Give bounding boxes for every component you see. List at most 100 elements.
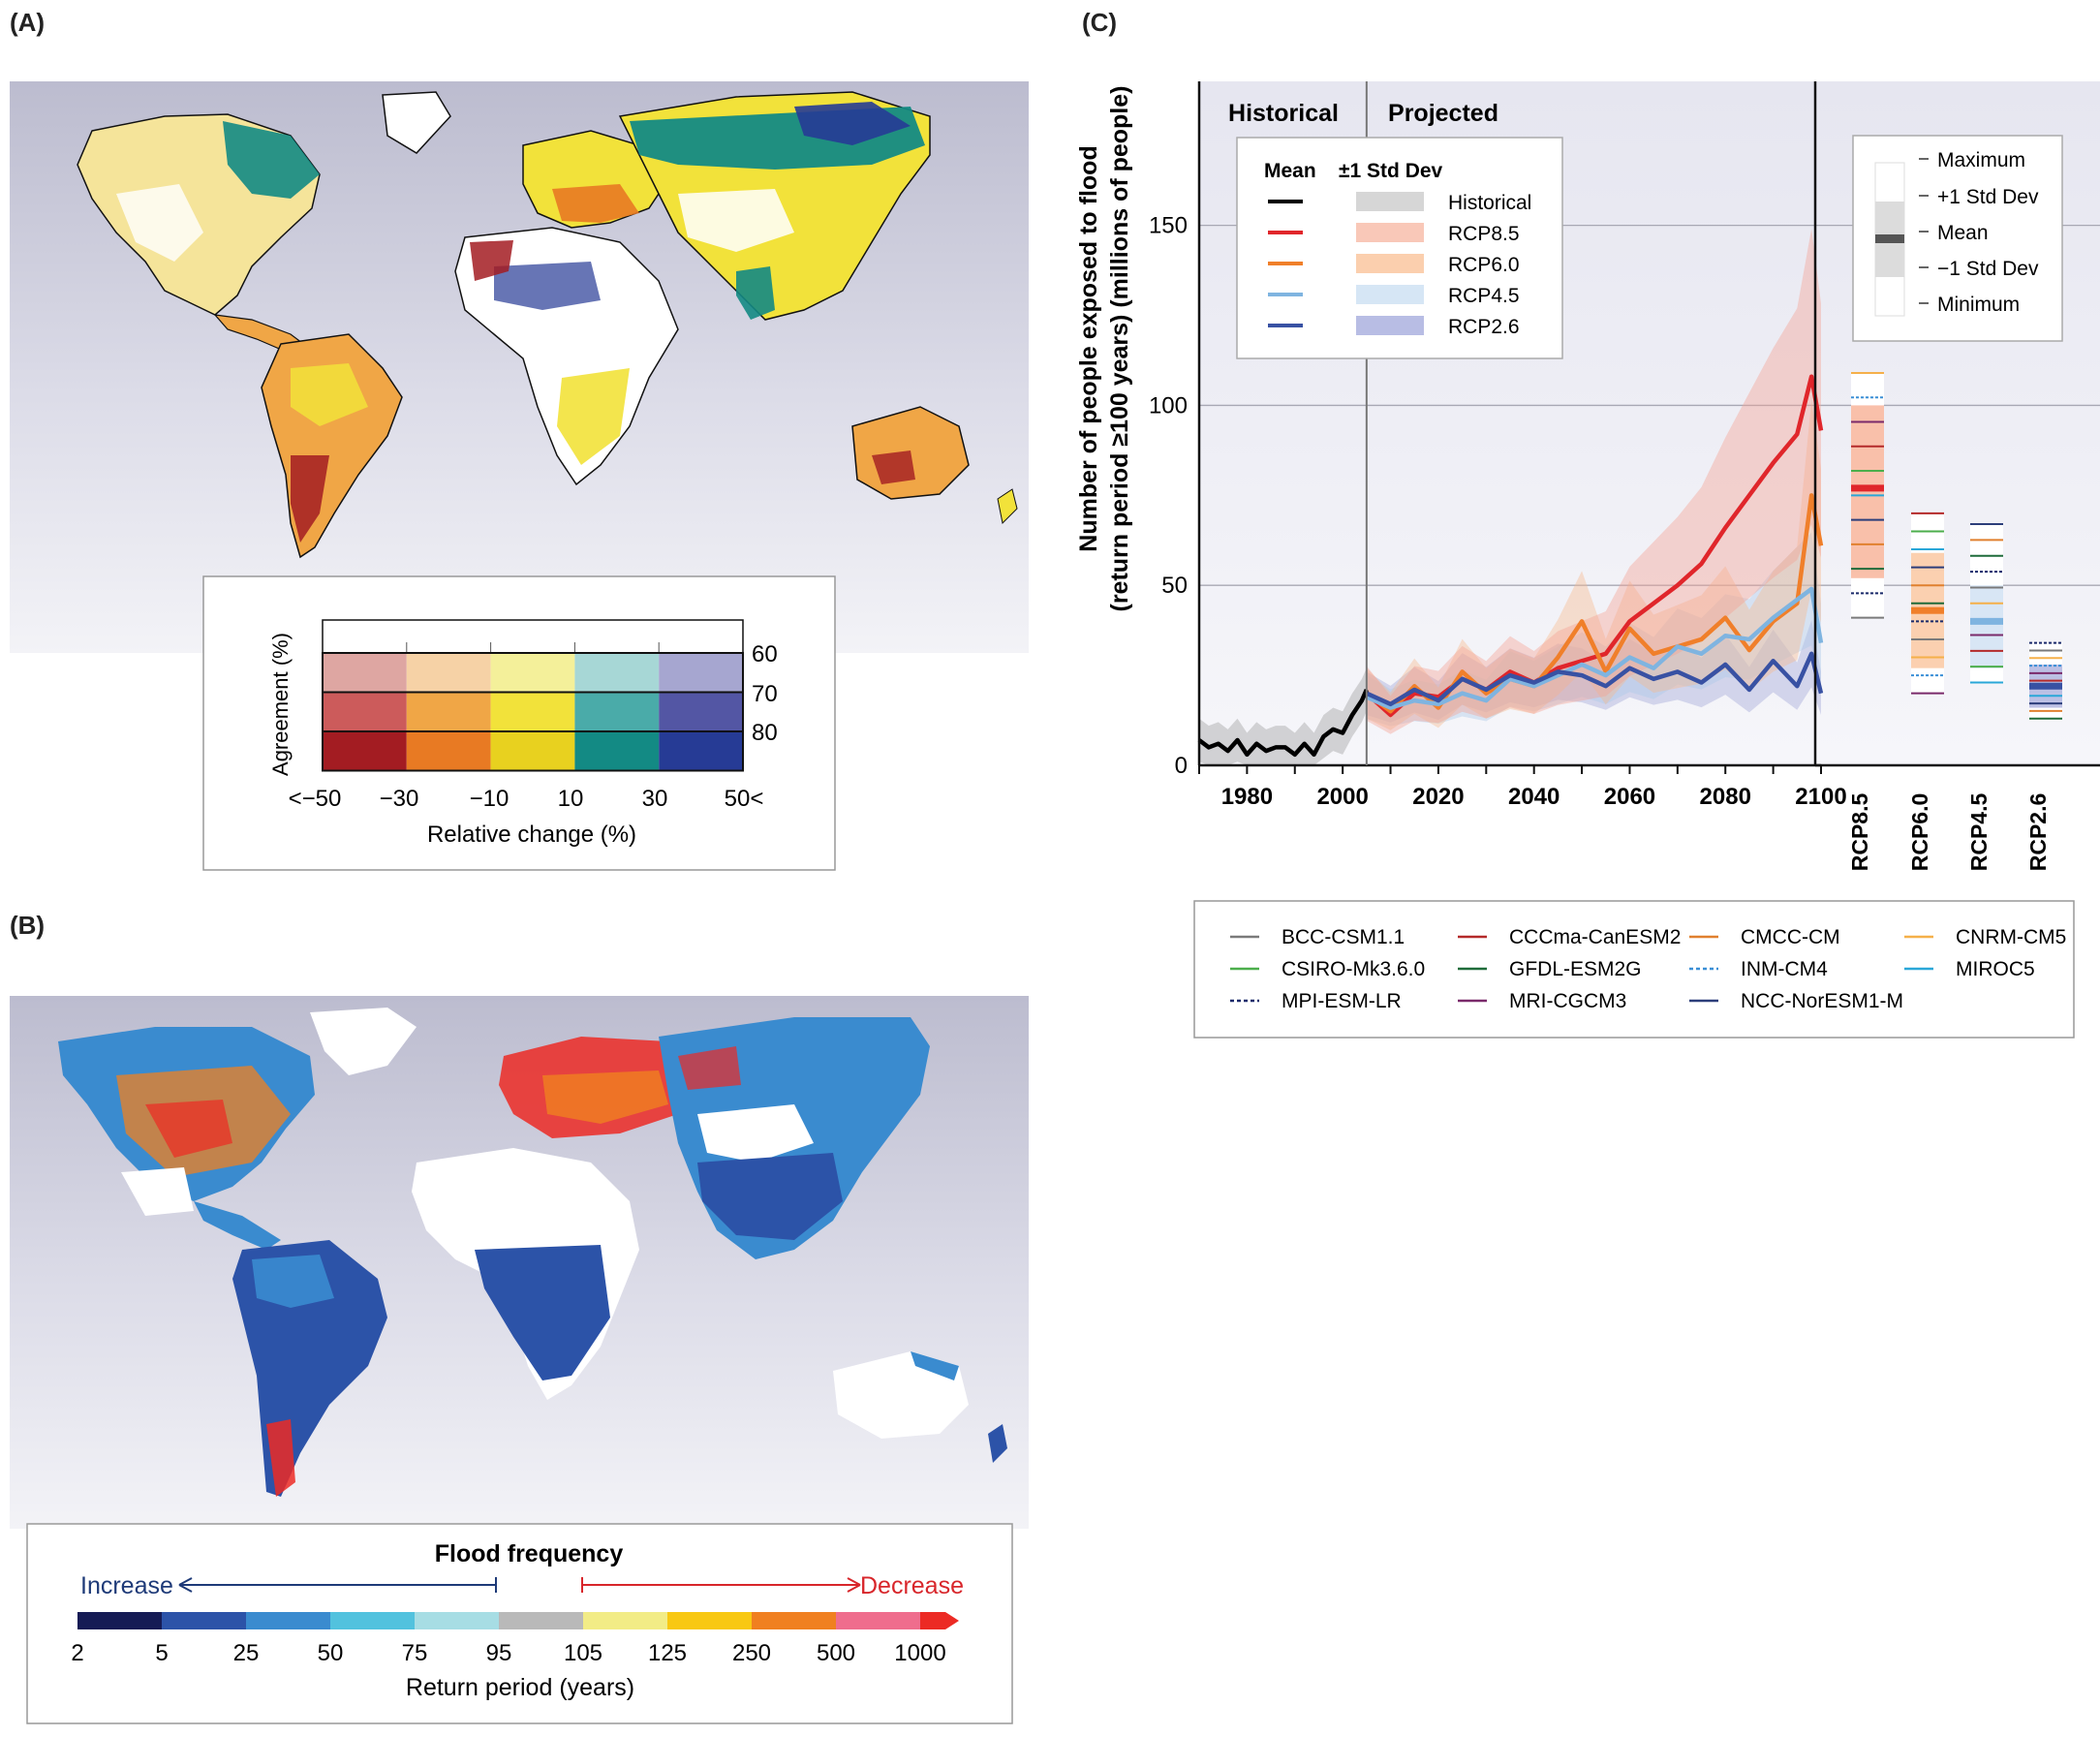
legend-a-cell-red-2 bbox=[323, 731, 407, 771]
legend-a-cell-red-1 bbox=[323, 692, 407, 731]
summary-mean-mark bbox=[1970, 617, 2003, 625]
legend-b-tick-label: 250 bbox=[732, 1640, 771, 1666]
band-rcp85 bbox=[1366, 229, 1821, 734]
legend-b-tick-label: 105 bbox=[564, 1640, 602, 1666]
summary-legend-label: Minimum bbox=[1937, 294, 2020, 316]
model-legend-label: CMCC-CM bbox=[1741, 926, 1840, 948]
summary-legend: Maximum +1 Std Dev Mean −1 Std Dev Minimum bbox=[1852, 135, 2063, 342]
legend-b: Flood frequency Increase Decrease 2 5 25 50… bbox=[26, 1523, 1013, 1724]
legend-a-ylabel: Agreement (%) bbox=[268, 633, 293, 776]
legend-b-tick-label: 1000 bbox=[894, 1640, 945, 1666]
legend-a-cell-yellow-0 bbox=[490, 653, 575, 693]
summary-category-label: RCP8.5 bbox=[1847, 793, 1872, 872]
legend-a-grid-frame bbox=[322, 652, 744, 772]
legend-a-cell-teal-1 bbox=[574, 692, 660, 731]
panel-label-c: (C) bbox=[1082, 8, 1118, 37]
chart-ytick-label: 50 bbox=[1161, 573, 1188, 599]
legend-b-tick-label: 95 bbox=[486, 1640, 512, 1666]
summary-category-label: RCP2.6 bbox=[2025, 793, 2051, 872]
model-legend-rows: BCC-CSM1.1 CCCma-CanESM2 CMCC-CM CNRM-CM5 CS… bbox=[1230, 926, 2066, 1012]
legend-b-scale-bin bbox=[752, 1612, 836, 1629]
summary-legend-label: +1 Std Dev bbox=[1937, 186, 2039, 208]
chart-lines bbox=[1197, 374, 1824, 758]
chart-xtick-label: 1980 bbox=[1221, 784, 1273, 810]
summary-sd-box bbox=[1970, 585, 2003, 668]
map-a-australia-red bbox=[872, 450, 915, 484]
series-legend-sd-header: ±1 Std Dev bbox=[1339, 160, 1443, 182]
summary-category-label: RCP6.0 bbox=[1907, 793, 1932, 872]
legend-b-scale-bin bbox=[246, 1612, 330, 1629]
map-a bbox=[10, 81, 1029, 653]
summary-sd-box bbox=[1851, 405, 1884, 578]
legend-a-cell-teal-2 bbox=[574, 731, 660, 771]
map-b-asia-white bbox=[697, 1104, 814, 1163]
map-b-europe-orange bbox=[542, 1070, 668, 1124]
legend-a-xlabel: Relative change (%) bbox=[427, 822, 636, 848]
chart-ytick-label: 150 bbox=[1149, 213, 1188, 239]
legend-b-increase-arrowhead bbox=[178, 1577, 193, 1593]
model-legend-label: CCCma-CanESM2 bbox=[1509, 926, 1681, 948]
series-legend-band bbox=[1356, 223, 1424, 242]
series-legend-band bbox=[1356, 285, 1424, 304]
legend-a-cell-orange-0 bbox=[406, 653, 491, 693]
legend-a-cell-blue-0 bbox=[659, 653, 743, 693]
legend-b-increase: Increase bbox=[80, 1572, 173, 1599]
map-b-sa-light bbox=[252, 1255, 334, 1308]
map-a-greenland bbox=[382, 91, 451, 154]
legend-b-decrease: Decrease bbox=[860, 1572, 964, 1599]
map-b-na-white bbox=[121, 1167, 194, 1216]
map-a-sa-yellow bbox=[291, 363, 368, 426]
summary-mean-mark bbox=[1911, 606, 1944, 614]
legend-b-decrease-arrowhead bbox=[847, 1577, 861, 1593]
model-legend-label: GFDL-ESM2G bbox=[1509, 958, 1642, 980]
chart-yticks: 0 50 100 150 bbox=[1149, 213, 1188, 779]
legend-b-scale-bin bbox=[162, 1612, 246, 1629]
chart-ylabel-line2: (return period ≥100 years) (millions of … bbox=[1106, 86, 1133, 612]
legend-b-scale-arrow bbox=[920, 1612, 959, 1629]
chart-ytick-label: 100 bbox=[1149, 392, 1188, 419]
legend-b-tick-label: 2 bbox=[71, 1640, 83, 1666]
map-a-africa-yellow bbox=[557, 368, 630, 465]
legend-b-scale-bin bbox=[836, 1612, 920, 1629]
map-b-greenland bbox=[310, 1008, 417, 1075]
map-b-central-america bbox=[194, 1201, 281, 1250]
legend-b-scale-bin bbox=[415, 1612, 499, 1629]
summary-legend-rows: Maximum +1 Std Dev Mean −1 Std Dev Minimum bbox=[1919, 149, 2039, 316]
chart-xticks: 1980 2000 2020 2040 2060 2080 2100 bbox=[1198, 765, 1847, 810]
legend-b-tick-label: 5 bbox=[155, 1640, 168, 1666]
map-b-africa-blue bbox=[475, 1245, 610, 1380]
summary-legend-label: Maximum bbox=[1937, 149, 2025, 171]
legend-a-agree-80: 80 bbox=[752, 720, 778, 746]
map-a-sa-red bbox=[291, 455, 329, 543]
legend-a-white-row bbox=[322, 619, 744, 654]
legend-b-title: Flood frequency bbox=[435, 1540, 624, 1567]
map-b-sa-red bbox=[266, 1419, 295, 1497]
model-legend-label: INM-CM4 bbox=[1741, 958, 1828, 980]
panel-label-b: (B) bbox=[10, 911, 46, 940]
line-historical bbox=[1197, 689, 1369, 758]
map-a-new-zealand bbox=[997, 488, 1018, 525]
map-b-new-zealand bbox=[988, 1424, 1007, 1463]
legend-a-grid bbox=[322, 642, 744, 772]
map-b-australia-rim bbox=[911, 1351, 959, 1380]
map-a-na-teal bbox=[223, 121, 320, 199]
legend-a-change-0: <−50 bbox=[289, 786, 342, 812]
legend-b-scale-bin bbox=[583, 1612, 667, 1629]
map-b-na-red bbox=[145, 1100, 232, 1158]
legend-a-cell-blue-1 bbox=[659, 692, 743, 731]
legend-a: Agreement (%) 60 70 80 <−50 −30 −10 10 3… bbox=[202, 575, 836, 871]
legend-a-agree-70: 70 bbox=[752, 681, 778, 707]
legend-a-cell-blue-2 bbox=[659, 731, 743, 771]
legend-a-change-4: 30 bbox=[642, 786, 668, 812]
series-legend-label: RCP2.6 bbox=[1448, 316, 1520, 338]
map-a-na-white bbox=[116, 184, 203, 262]
legend-a-change-5: 50< bbox=[725, 786, 764, 812]
series-legend-label: RCP4.5 bbox=[1448, 285, 1520, 307]
legend-b-scale-bin bbox=[77, 1612, 162, 1629]
summary-bars bbox=[1851, 371, 2062, 720]
map-b-asia-red bbox=[678, 1046, 741, 1090]
legend-a-cell-red-0 bbox=[323, 653, 407, 693]
band-historical bbox=[1199, 667, 1367, 765]
legend-b-scale-bin bbox=[667, 1612, 752, 1629]
